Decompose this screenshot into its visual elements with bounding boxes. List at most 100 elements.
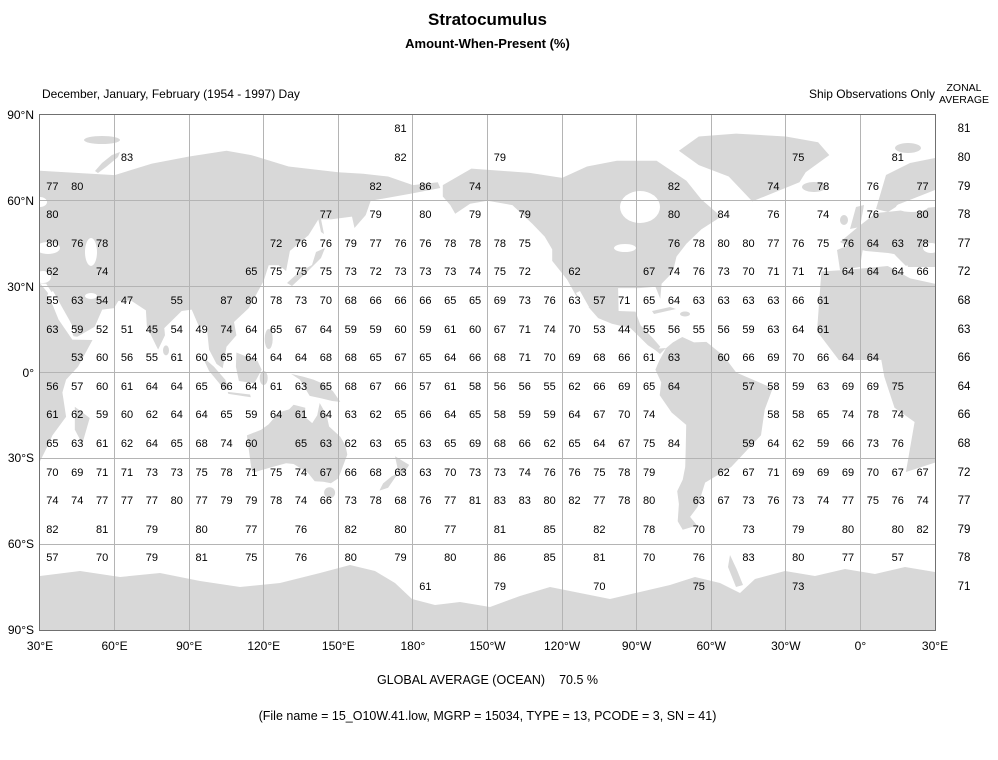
grid-value: 65 [419, 352, 432, 365]
grid-value: 81 [493, 523, 507, 536]
caspian-sea [85, 238, 97, 266]
continent-south-america [655, 337, 773, 530]
source-label: Ship Observations Only [808, 87, 935, 101]
antarctic-peninsula [728, 555, 743, 587]
grid-value: 55 [145, 352, 158, 365]
longitude-tick-label: 150°E [321, 639, 355, 653]
longitude-tick-label: 30°W [771, 639, 801, 653]
grid-value: 71 [618, 294, 631, 307]
grid-value: 80 [642, 495, 656, 508]
grid-value: 67 [593, 409, 606, 422]
grid-value: 74 [96, 266, 109, 279]
island-iceland [802, 182, 826, 192]
grid-value: 77 [195, 495, 208, 508]
grid-value: 73 [717, 266, 730, 279]
grid-value: 55 [692, 323, 705, 336]
grid-value: 76 [891, 438, 904, 451]
grid-value: 49 [195, 323, 208, 336]
grid-value: 74 [518, 466, 531, 479]
grid-value: 65 [394, 409, 407, 422]
grid-value: 64 [841, 266, 855, 279]
island-sakhalin [318, 218, 324, 234]
grid-value: 73 [792, 495, 805, 508]
grid-value: 64 [245, 380, 258, 393]
grid-value: 65 [642, 380, 656, 393]
grid-value: 64 [866, 352, 879, 365]
grid-value: 78 [642, 523, 656, 536]
grid-value: 75 [270, 266, 283, 279]
grid-value: 68 [493, 352, 507, 365]
grid-value: 79 [220, 495, 233, 508]
grid-value: 75 [593, 466, 606, 479]
grid-value: 52 [96, 323, 109, 336]
grid-value: 78 [916, 237, 929, 250]
grid-value: 66 [518, 438, 531, 451]
grid-value: 63 [742, 294, 755, 307]
grid-value: 70 [642, 552, 656, 565]
island-greenland [678, 133, 830, 202]
grid-value: 62 [71, 409, 84, 422]
grid-value: 74 [294, 495, 308, 508]
grid-value: 65 [220, 409, 233, 422]
grid-value: 73 [792, 581, 805, 594]
map-plot-area: 81 83 82 79 75 81 77 80 82 86 74 82 74 78 76 77 80 77 79 80… [39, 114, 936, 631]
baltic-east [896, 202, 928, 212]
zonal-average-header: ZONAL AVERAGE [932, 82, 996, 106]
grid-value: 59 [344, 323, 357, 336]
grid-value: 55 [642, 323, 656, 336]
grid-value: 82 [916, 523, 929, 536]
latitude-tick-label: 90°N [7, 108, 34, 122]
longitude-tick-label: 180° [400, 639, 426, 653]
grid-value: 66 [742, 352, 755, 365]
grid-value: 75 [270, 466, 283, 479]
grid-value: 66 [369, 294, 382, 307]
longitude-tick-label: 60°E [101, 639, 128, 653]
grid-value: 76 [294, 237, 308, 250]
grid-value: 73 [493, 466, 507, 479]
grid-value: 74 [767, 180, 780, 193]
grid-value: 64 [444, 352, 457, 365]
grid-value: 59 [369, 323, 382, 336]
grid-value: 70 [96, 552, 109, 565]
global-average-label: GLOBAL AVERAGE (OCEAN) [376, 673, 546, 687]
grid-value: 74 [667, 266, 681, 279]
grid-value: 74 [891, 409, 904, 422]
region-scandinavia [876, 158, 935, 212]
grid-value: 79 [642, 466, 656, 479]
grid-value: 57 [891, 552, 904, 565]
zonal-average-value: 78 [957, 552, 971, 565]
grid-value: 78 [444, 237, 457, 250]
grid-value: 65 [195, 380, 208, 393]
grid-value: 74 [841, 409, 855, 422]
zonal-average-value: 64 [957, 380, 971, 393]
mediterranean-east [40, 271, 51, 283]
grid-value: 64 [294, 352, 308, 365]
grid-value: 71 [767, 266, 780, 279]
grid-value: 78 [96, 237, 109, 250]
grid-value: 77 [369, 237, 382, 250]
grid-value: 73 [170, 466, 183, 479]
grid-value: 79 [344, 237, 357, 250]
grid-value: 76 [792, 237, 805, 250]
grid-value: 78 [618, 495, 631, 508]
grid-value: 66 [394, 294, 407, 307]
grid-value: 62 [369, 409, 382, 422]
grid-value: 67 [891, 466, 904, 479]
grid-value: 80 [916, 209, 929, 222]
grid-value: 80 [891, 523, 904, 536]
grid-value: 78 [618, 466, 631, 479]
grid-value: 77 [841, 495, 855, 508]
longitude-tick-label: 120°E [247, 639, 281, 653]
grid-value: 65 [568, 438, 581, 451]
grid-value: 61 [419, 581, 432, 594]
grid-value: 81 [195, 552, 208, 565]
grid-value: 59 [419, 323, 432, 336]
grid-value: 63 [692, 294, 705, 307]
grid-value: 76 [294, 523, 308, 536]
grid-value: 67 [916, 466, 929, 479]
grid-value: 63 [817, 380, 830, 393]
latitude-tick-label: 90°S [7, 623, 34, 637]
grid-value: 69 [568, 352, 581, 365]
grid-value: 61 [444, 323, 457, 336]
grid-value: 81 [96, 523, 109, 536]
